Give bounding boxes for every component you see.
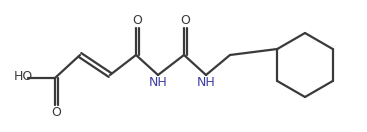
Text: NH: NH: [197, 76, 215, 88]
Text: HO: HO: [14, 70, 33, 82]
Text: NH: NH: [149, 76, 167, 88]
Text: O: O: [51, 105, 61, 119]
Text: O: O: [180, 15, 190, 27]
Text: O: O: [132, 15, 142, 27]
